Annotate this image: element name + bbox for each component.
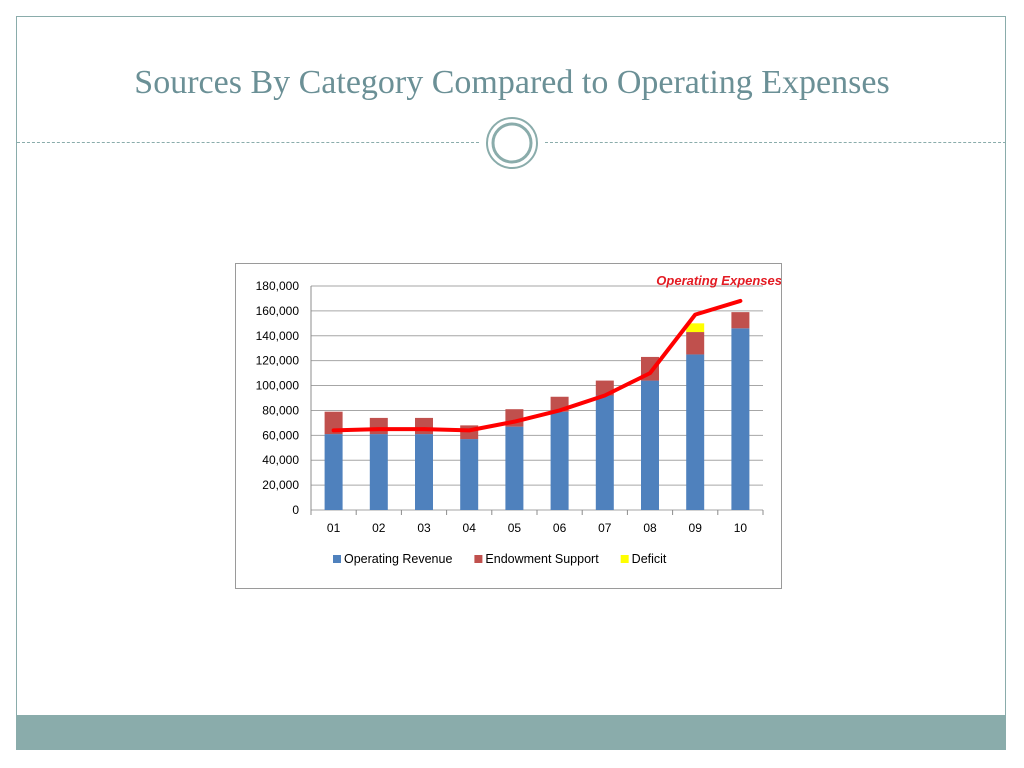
x-tick-label: 07 (598, 521, 612, 535)
slide-title: Sources By Category Compared to Operatin… (134, 64, 890, 101)
bar-segment (686, 323, 705, 333)
x-tick-label: 09 (689, 521, 703, 535)
x-tick-label: 05 (508, 521, 522, 535)
bar-segment (731, 312, 750, 329)
y-tick-label: 0 (292, 503, 299, 517)
title-divider-right (545, 142, 1006, 143)
legend-swatch (474, 555, 483, 563)
bar-segment (324, 434, 343, 510)
double-circle-ornament-icon (486, 117, 538, 169)
line-annotation: Operating Expenses (656, 273, 782, 288)
legend-swatch (333, 555, 341, 563)
bar-segment (369, 434, 388, 510)
x-tick-label: 03 (417, 521, 431, 535)
bar-segment (641, 380, 659, 510)
bar-segment (369, 417, 388, 435)
x-tick-label: 02 (372, 521, 386, 535)
y-tick-label: 100,000 (256, 379, 300, 393)
x-tick-label: 04 (463, 521, 477, 535)
legend-label: Operating Revenue (344, 552, 452, 566)
footer-bar (17, 715, 1006, 750)
y-tick-label: 160,000 (256, 304, 300, 318)
bar-segment (731, 328, 750, 510)
y-tick-label: 60,000 (262, 428, 299, 442)
legend-swatch (620, 555, 629, 563)
y-tick-label: 40,000 (262, 453, 299, 467)
bar-segment (505, 426, 524, 510)
legend-label: Endowment Support (485, 552, 599, 566)
y-tick-label: 180,000 (256, 279, 300, 293)
operating-expenses-line (331, 298, 743, 433)
x-tick-label: 08 (643, 521, 657, 535)
bar-segment (686, 354, 705, 510)
stacked-bar-chart: 0 20,000 40,000 60,000 80,000 100,000 120,000 1… (256, 273, 782, 566)
bar-segment (550, 411, 569, 510)
y-tick-label: 120,000 (256, 354, 300, 368)
y-tick-label: 140,000 (256, 329, 300, 343)
x-tick-label: 06 (553, 521, 567, 535)
bar-segment (595, 395, 614, 510)
x-tick-label: 01 (327, 521, 341, 535)
title-divider-left (17, 142, 479, 143)
bar-segment (686, 332, 705, 355)
bar-segment (415, 417, 433, 435)
y-tick-label: 20,000 (262, 478, 299, 492)
bar-segment (460, 439, 479, 510)
chart-container: 0 20,000 40,000 60,000 80,000 100,000 120,000 1… (235, 263, 782, 589)
bar-segment (415, 434, 433, 510)
x-tick-label: 10 (734, 521, 748, 535)
legend-label: Deficit (632, 552, 667, 566)
y-tick-label: 80,000 (262, 403, 299, 417)
